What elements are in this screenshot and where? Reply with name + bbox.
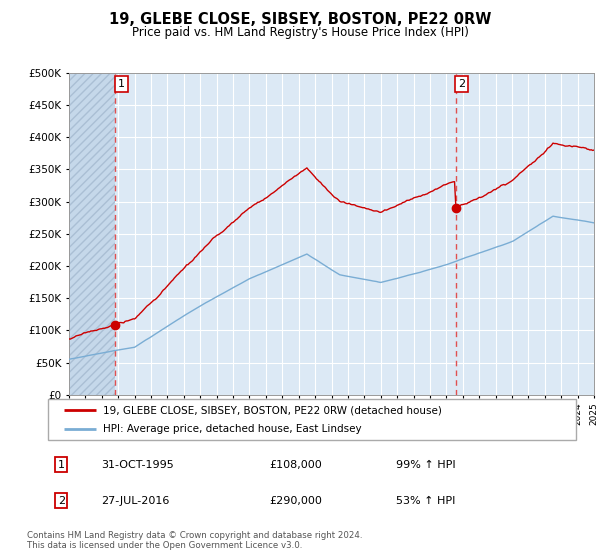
Text: £108,000: £108,000 xyxy=(270,460,323,470)
Text: HPI: Average price, detached house, East Lindsey: HPI: Average price, detached house, East… xyxy=(103,424,362,433)
Text: 53% ↑ HPI: 53% ↑ HPI xyxy=(397,496,456,506)
Bar xyxy=(69,73,115,395)
Text: 19, GLEBE CLOSE, SIBSEY, BOSTON, PE22 0RW: 19, GLEBE CLOSE, SIBSEY, BOSTON, PE22 0R… xyxy=(109,12,491,27)
Text: Price paid vs. HM Land Registry's House Price Index (HPI): Price paid vs. HM Land Registry's House … xyxy=(131,26,469,39)
Text: 19, GLEBE CLOSE, SIBSEY, BOSTON, PE22 0RW (detached house): 19, GLEBE CLOSE, SIBSEY, BOSTON, PE22 0R… xyxy=(103,405,442,415)
Text: 2: 2 xyxy=(58,496,65,506)
Text: 31-OCT-1995: 31-OCT-1995 xyxy=(101,460,173,470)
Text: 27-JUL-2016: 27-JUL-2016 xyxy=(101,496,169,506)
FancyBboxPatch shape xyxy=(48,399,576,440)
Text: 2: 2 xyxy=(458,80,465,89)
Text: £290,000: £290,000 xyxy=(270,496,323,506)
Text: 1: 1 xyxy=(58,460,65,470)
Text: 99% ↑ HPI: 99% ↑ HPI xyxy=(397,460,456,470)
Text: 1: 1 xyxy=(118,80,125,89)
Text: Contains HM Land Registry data © Crown copyright and database right 2024.
This d: Contains HM Land Registry data © Crown c… xyxy=(27,531,362,550)
